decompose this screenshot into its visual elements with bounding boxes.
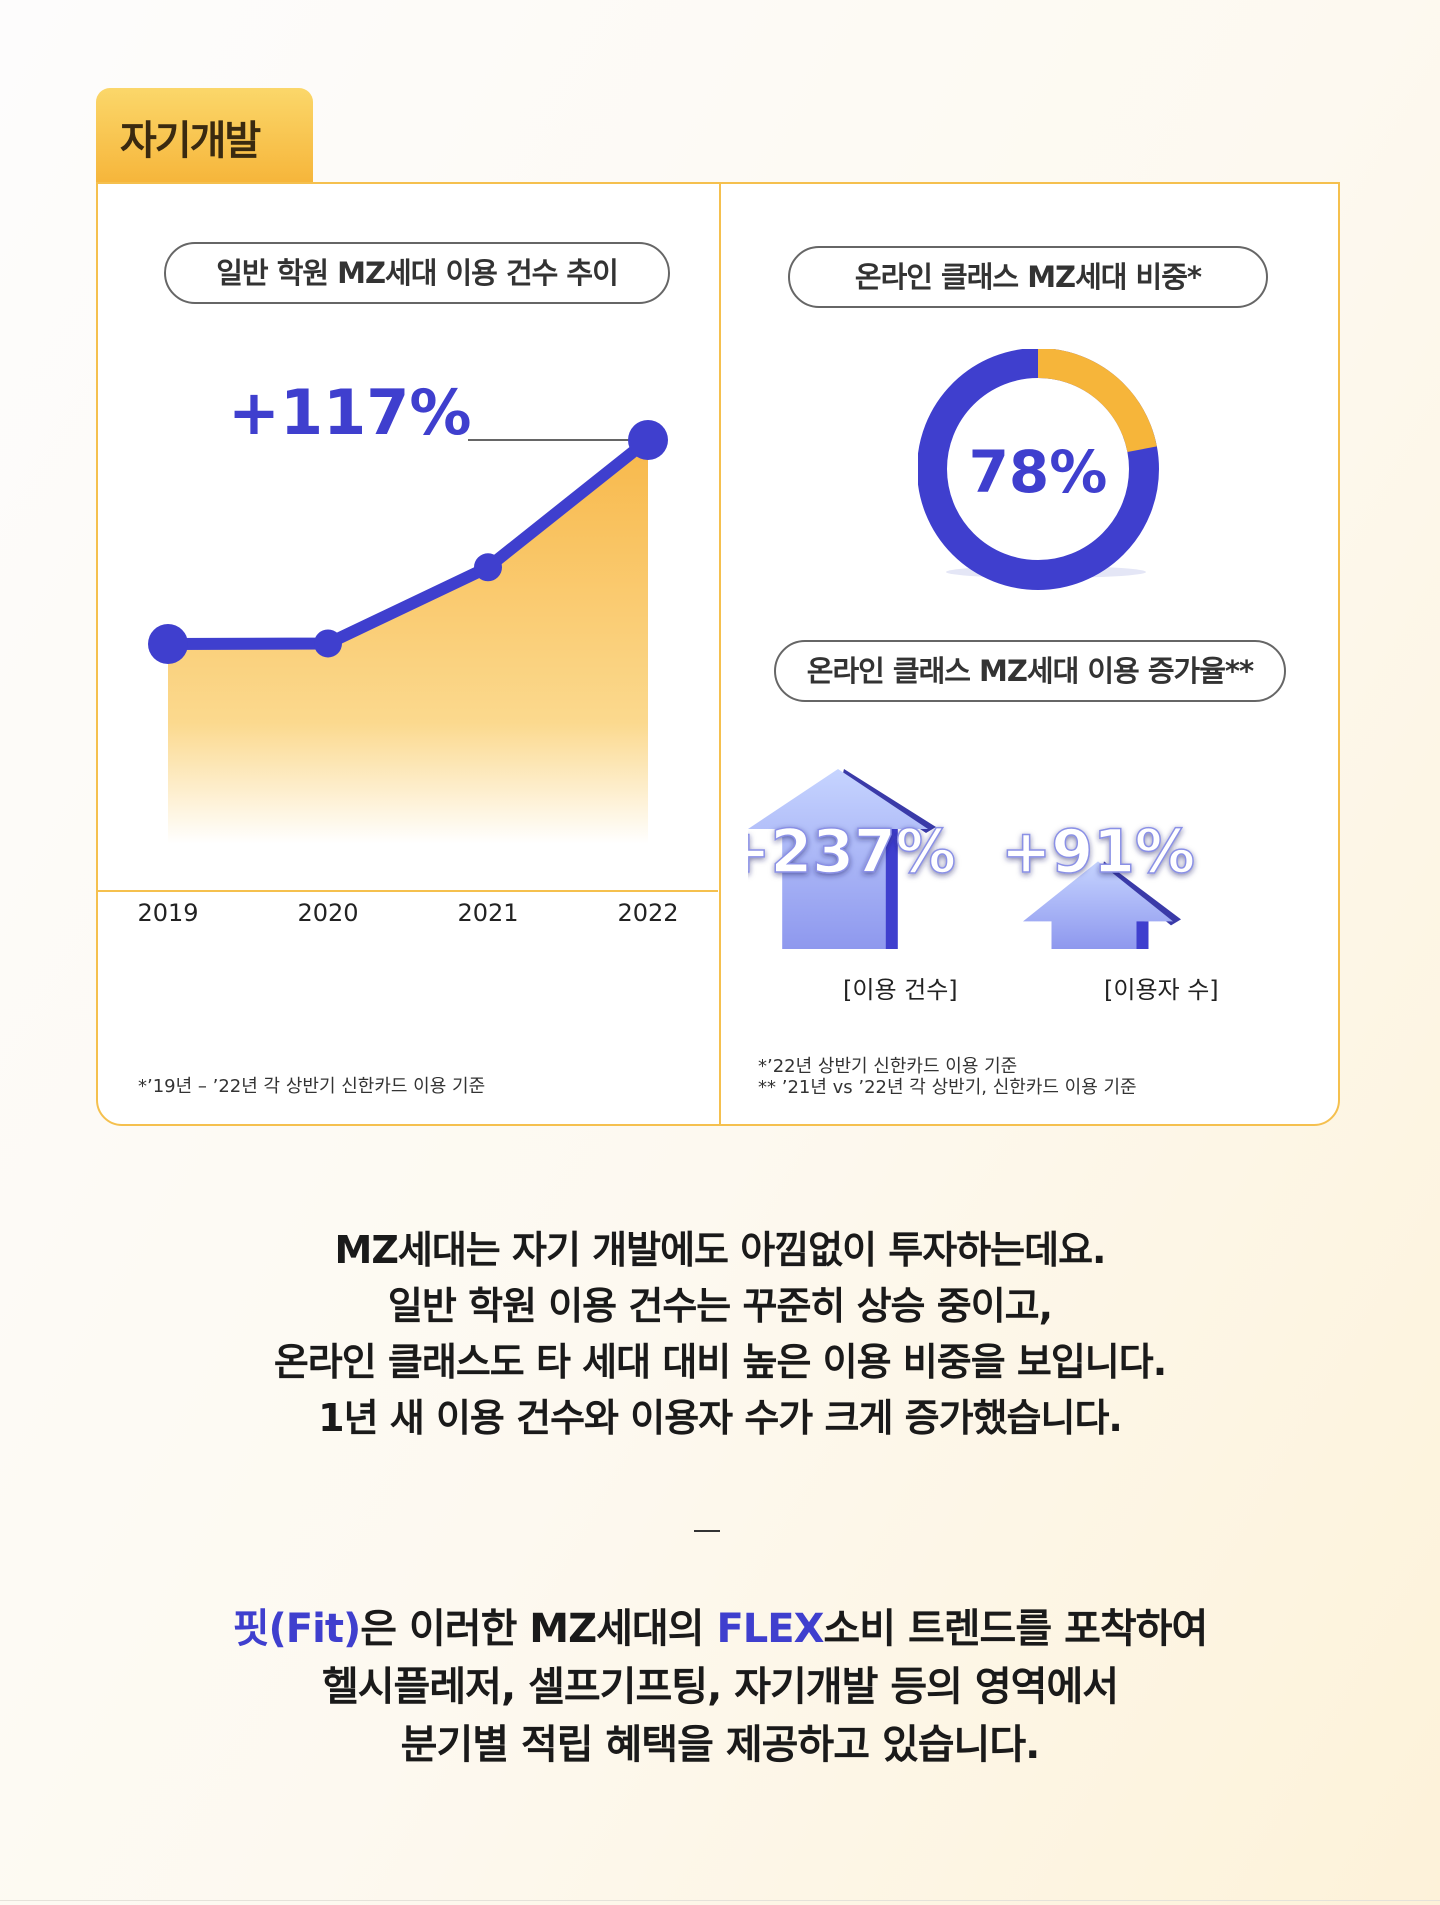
donut-slice-other: [918, 349, 1159, 590]
donut-center-label: 78%: [969, 438, 1108, 506]
x-tick-2021: 2021: [457, 899, 518, 927]
right-footnote-1: *’22년 상반기 신한카드 이용 기준: [758, 1056, 1018, 1077]
flex-keyword: FLEX: [716, 1606, 824, 1652]
arrow-body: [748, 769, 928, 949]
line-chart: 2019 2020 2021 2022 +117%: [98, 376, 718, 927]
donut-chart: 78%: [918, 349, 1159, 590]
section-divider-dash: [694, 1530, 720, 1532]
arrow-head-shade: [842, 769, 936, 833]
arrow-head-shade: [1102, 861, 1181, 926]
panel-divider: [719, 184, 721, 1124]
right-footnote-2: ** ’21년 vs ’22년 각 상반기, 신한카드 이용 기준: [758, 1077, 1137, 1098]
fit-paragraph: 핏(Fit)은 이러한 MZ세대의 FLEX소비 트렌드를 포착하여 헬시플레저…: [0, 1600, 1440, 1774]
fit-line-1: 핏(Fit)은 이러한 MZ세대의 FLEX소비 트렌드를 포착하여: [0, 1600, 1440, 1658]
x-tick-2022: 2022: [617, 899, 678, 927]
summary-line-2: 일반 학원 이용 건수는 꾸준히 상승 중이고,: [387, 1284, 1053, 1328]
arrow-chart: +237% +91%: [748, 769, 1196, 949]
chart-point-2019: [148, 624, 188, 664]
chart-series-line: [162, 434, 654, 650]
arrow-side-shade: [885, 829, 898, 949]
summary-line-3: 온라인 클래스도 타 세대 대비 높은 이용 비중을 보입니다.: [273, 1340, 1167, 1384]
arrow-value-label: +237%: [748, 817, 956, 887]
callout-label: +117%: [228, 376, 472, 449]
bottom-border: [0, 1900, 1440, 1901]
arrow-chart-title: 온라인 클래스 MZ세대 이용 증가율**: [774, 640, 1286, 702]
chart-point-2022: [628, 420, 668, 460]
x-tick-2019: 2019: [137, 899, 198, 927]
donut-chart-title: 온라인 클래스 MZ세대 비중*: [788, 246, 1268, 308]
fit-line-3: 분기별 적립 혜택을 제공하고 있습니다.: [400, 1722, 1041, 1768]
chart-point-2021: [474, 553, 502, 582]
arrow-users: +91%: [1000, 816, 1196, 949]
fit-line-2: 헬시플레저, 셀프기프팅, 자기개발 등의 영역에서: [321, 1664, 1119, 1710]
fit-line-1-tail: 소비 트렌드를 포착하여: [823, 1606, 1208, 1652]
x-tick-2020: 2020: [297, 899, 358, 927]
infographic-card: 일반 학원 MZ세대 이용 건수 추이 2019 2020 2021 2022 +11…: [96, 182, 1340, 1126]
chart-point-2020: [314, 629, 342, 658]
arrow-body: [1023, 861, 1173, 949]
left-footnote: *’19년 – ’22년 각 상반기 신한카드 이용 기준: [138, 1076, 486, 1097]
fit-line-1-text: 은 이러한 MZ세대의: [360, 1606, 717, 1652]
section-tab: 자기개발: [96, 88, 313, 184]
summary-paragraph: MZ세대는 자기 개발에도 아낌없이 투자하는데요. 일반 학원 이용 건수는 …: [0, 1222, 1440, 1446]
arrow-caption-users: [이용자 수]: [1104, 976, 1219, 1004]
summary-line-4: 1년 새 이용 건수와 이용자 수가 크게 증가했습니다.: [318, 1396, 1123, 1440]
summary-line-1: MZ세대는 자기 개발에도 아낌없이 투자하는데요.: [334, 1228, 1107, 1272]
fit-brand: 핏(Fit): [232, 1606, 362, 1652]
arrow-caption-count: [이용 건수]: [843, 976, 958, 1004]
section-title: 자기개발: [120, 118, 261, 164]
arrow-side-shade: [1136, 921, 1149, 949]
arrow-value-label: +91%: [1001, 817, 1195, 887]
arrow-count: +237%: [748, 769, 957, 949]
line-chart-title: 일반 학원 MZ세대 이용 건수 추이: [164, 242, 670, 304]
